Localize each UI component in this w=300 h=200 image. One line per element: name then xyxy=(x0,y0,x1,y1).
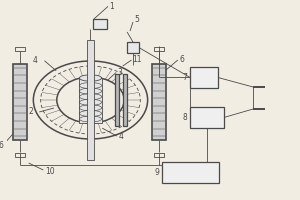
Bar xyxy=(152,64,166,140)
Text: 4: 4 xyxy=(33,56,38,65)
Bar xyxy=(190,107,224,128)
Text: 3: 3 xyxy=(118,68,122,77)
Bar xyxy=(15,47,25,51)
Bar xyxy=(190,67,218,88)
Text: 11: 11 xyxy=(132,55,142,64)
Text: 10: 10 xyxy=(45,166,54,176)
Text: 1: 1 xyxy=(110,2,114,11)
Text: 4: 4 xyxy=(118,132,123,141)
Bar xyxy=(154,153,164,157)
Bar xyxy=(87,40,94,160)
Text: 9: 9 xyxy=(155,168,160,177)
Text: 8: 8 xyxy=(183,113,188,122)
Bar xyxy=(13,64,27,140)
Bar xyxy=(123,74,127,126)
Bar xyxy=(15,153,25,157)
Text: 2: 2 xyxy=(29,108,34,116)
Bar xyxy=(80,78,102,123)
Bar xyxy=(127,42,139,53)
Text: 5: 5 xyxy=(134,16,139,24)
Bar xyxy=(116,74,119,126)
Text: 6: 6 xyxy=(179,54,184,64)
Text: 6: 6 xyxy=(0,140,3,150)
Bar xyxy=(93,19,106,29)
Bar xyxy=(154,47,164,51)
Bar xyxy=(162,162,219,183)
Ellipse shape xyxy=(80,75,102,81)
Text: 7: 7 xyxy=(183,73,188,82)
